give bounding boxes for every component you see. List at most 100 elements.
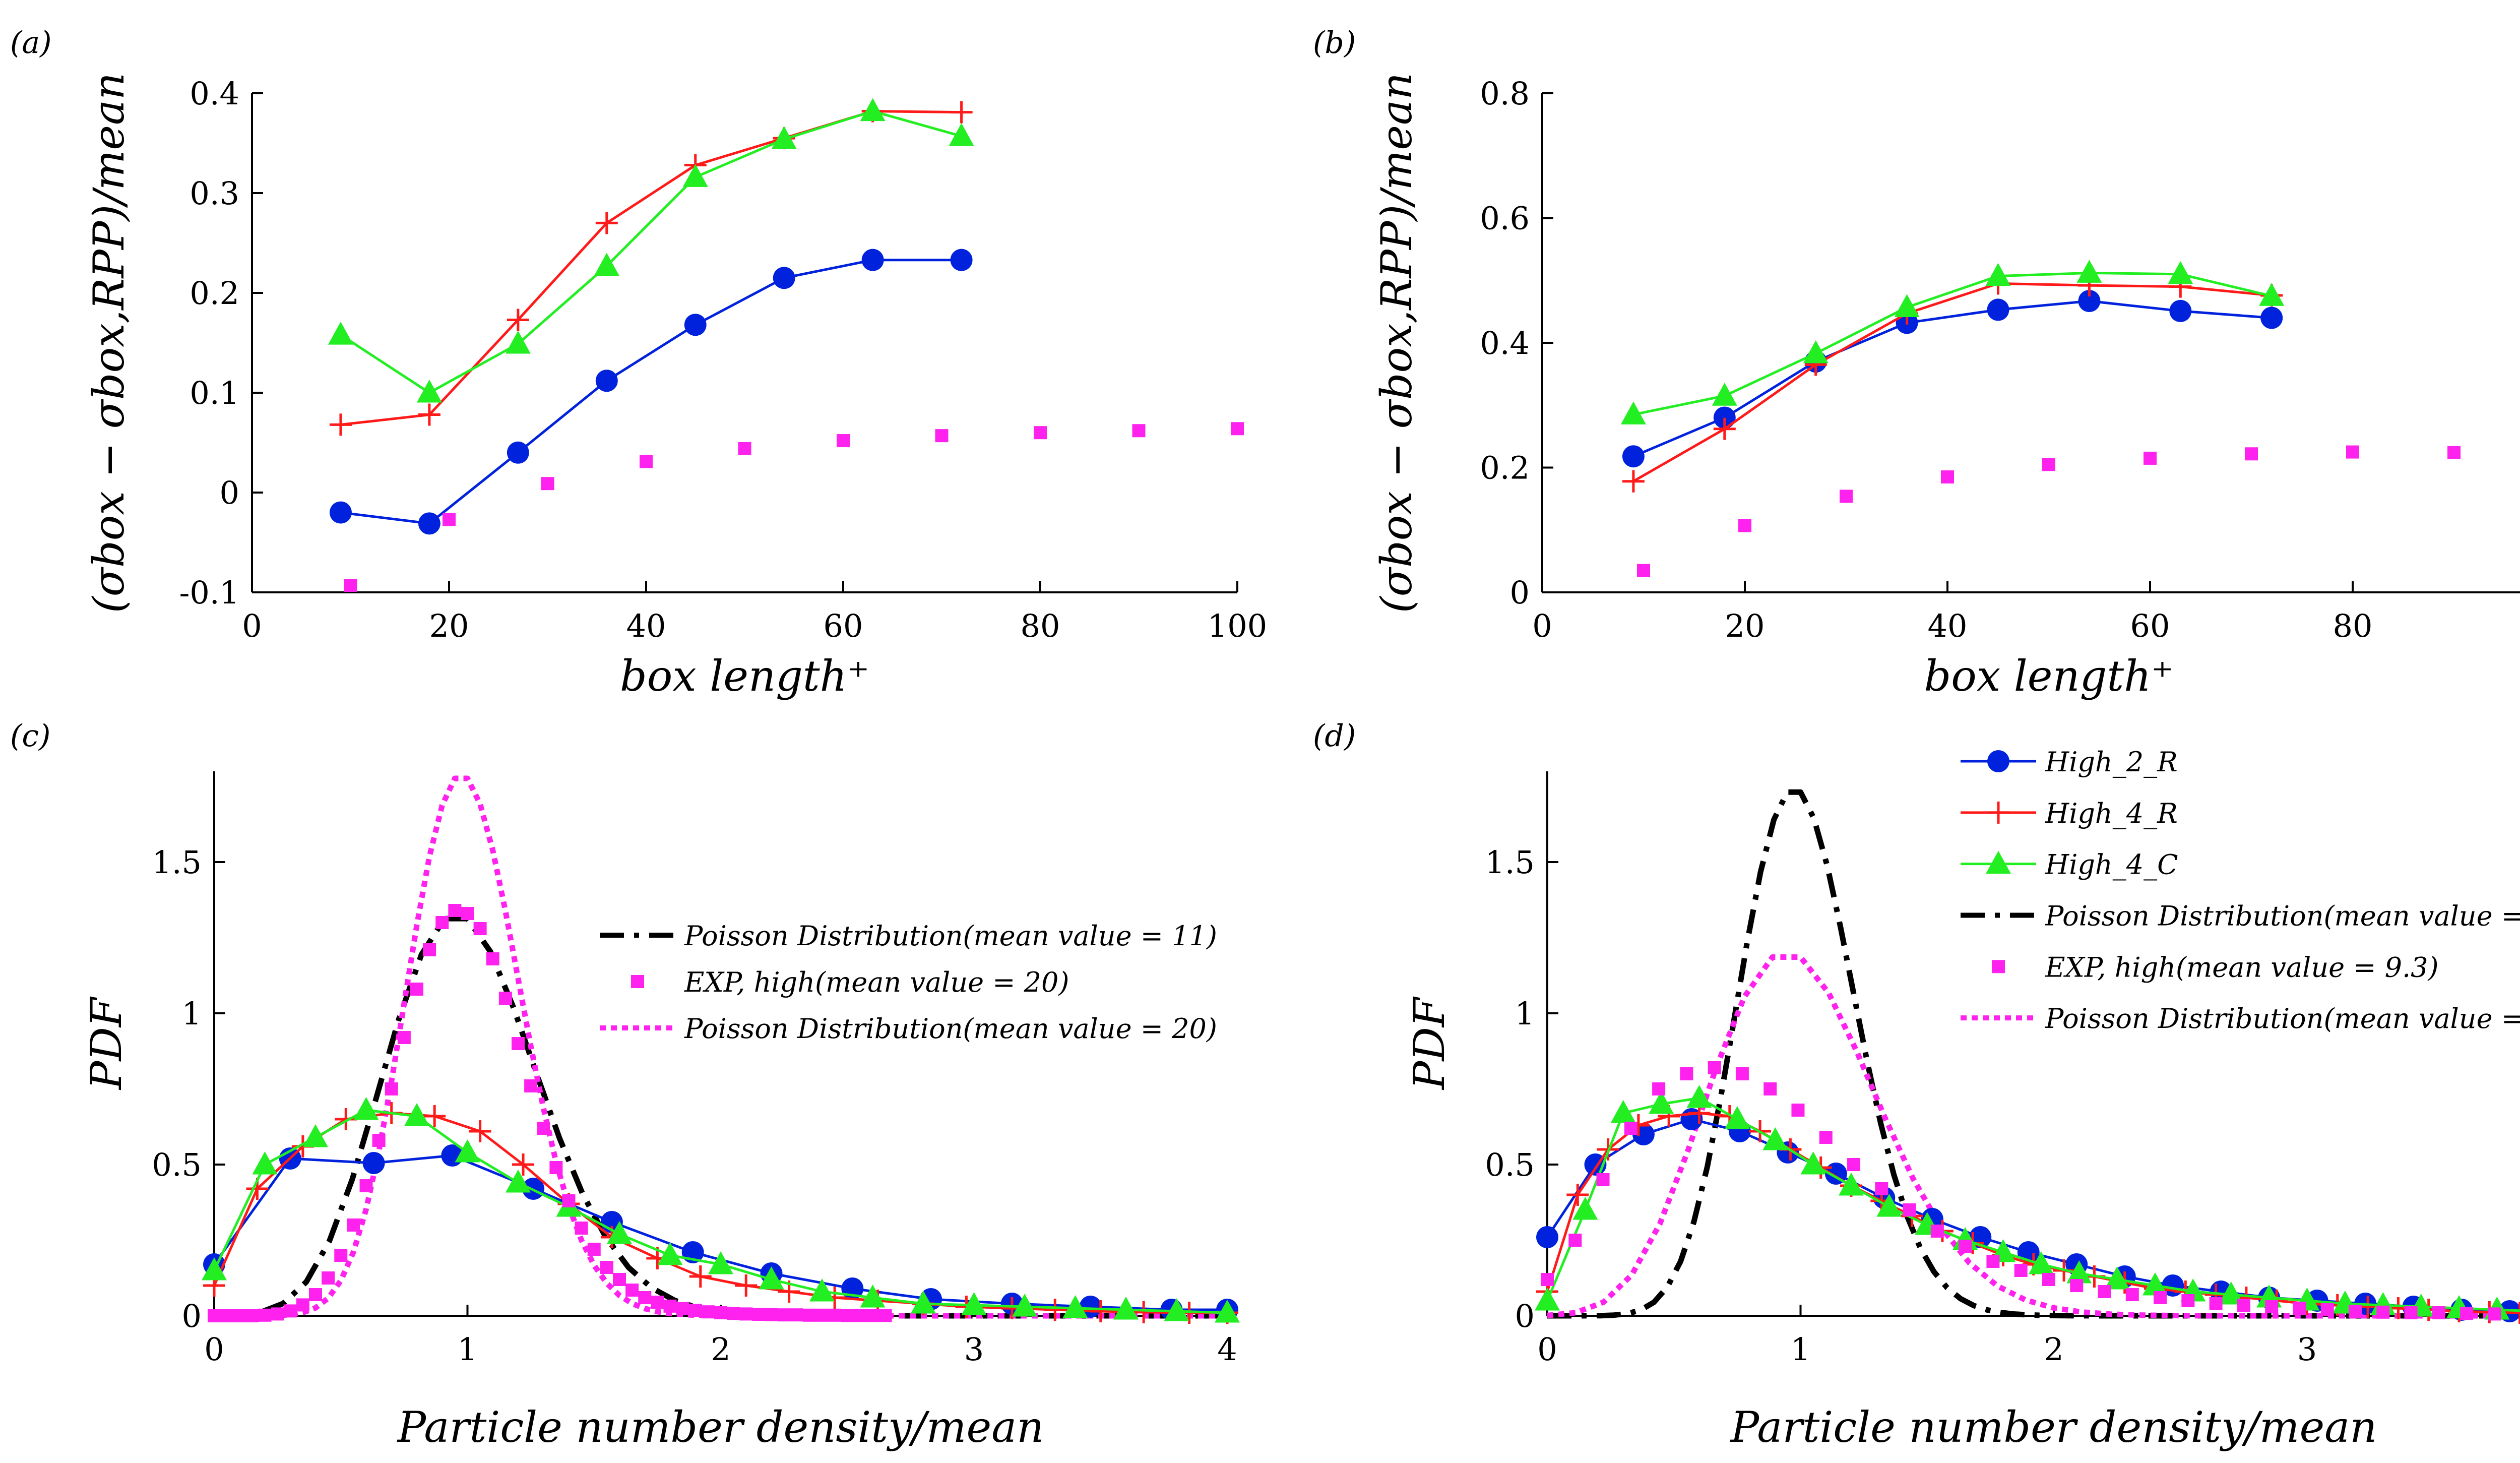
data-point-exp-high-mean-value-9-3 [1819,1131,1833,1144]
data-point-high-4-r [689,1265,712,1288]
data-point-high-4-c [1062,1295,1088,1318]
data-point-high-4-c [455,1139,480,1163]
data-point-high-2-r [950,249,973,271]
data-point-exp-high-mean-value-20 [828,1308,842,1322]
legend-entry: High_4_C [1961,849,2178,881]
data-point-exp-high-mean-value-20 [853,1309,867,1322]
legend-label: Poisson Distribution(mean value = 11) [684,920,1217,952]
data-point-high-4-c [1012,1294,1037,1317]
data-point-high-4-c [860,1285,886,1308]
y-tick-label: -0.1 [179,574,239,611]
data-point-high-4-c [1610,1100,1636,1123]
data-point-exp-high-mean-value-20 [701,1305,715,1319]
x-tick-label: 80 [2333,607,2373,644]
data-point-exp-high-mean-value-9-3 [1624,1122,1637,1135]
data-point-exp-high [2245,447,2258,461]
data-point-exp-high-mean-value-9-3 [1652,1082,1666,1095]
legend-label: EXP, high(mean value = 20) [684,966,1069,998]
data-point-exp-high-mean-value-9-3 [1596,1173,1610,1186]
legend: Poisson Distribution(mean value = 11) EXP… [600,920,1217,1045]
series-high-4-r [1536,1102,2520,1324]
data-point-high-4-r [512,1153,535,1176]
data-point-high-4-r [595,212,618,234]
data-point-high-4-c [1724,1106,1750,1129]
data-point-high-4-c [404,1103,429,1126]
data-point-exp-high [2144,451,2157,465]
data-point-high-4-c [2076,260,2102,283]
y-tick-label: 0 [1515,1298,1535,1334]
data-point-exp-high [738,442,751,455]
data-point-high-4-c [1620,401,1646,424]
series-exp-high [1637,445,2461,577]
data-point-high-4-c [1572,1197,1598,1220]
data-point-high-4-r [735,1274,758,1297]
x-tick-label: 4 [1217,1331,1237,1368]
data-point-high-4-c [2104,1266,2130,1290]
data-point-high-2-r [507,441,529,464]
data-point-exp-high-mean-value-20 [208,1309,221,1322]
data-point-exp-high-mean-value-9-3 [1791,1104,1805,1117]
data-point-exp-high-mean-value-20 [777,1308,791,1322]
y-axis-label: (σbox − σbox,RPP)/mean [84,73,134,613]
data-point-exp-high-mean-value-9-3 [1903,1203,1916,1216]
x-tick-label: 20 [1725,607,1765,644]
legend-sample-marker [1986,850,2011,874]
data-point-exp-high-mean-value-20 [334,1249,348,1262]
data-point-exp-high-mean-value-20 [271,1307,284,1321]
data-point-high-4-c [416,380,442,403]
x-axis-label: Particle number density/mean [1730,1403,2377,1452]
data-point-exp-high [344,579,357,592]
data-point-exp-high-mean-value-20 [676,1302,689,1315]
data-point-high-4-r [329,413,352,436]
data-point-exp-high-mean-value-20 [587,1243,601,1256]
data-point-exp-high-mean-value-20 [258,1308,272,1322]
data-point-exp-high-mean-value-20 [448,904,462,917]
series-high-2-r [1622,290,2283,468]
data-point-exp-high-mean-value-9-3 [2404,1306,2418,1319]
y-tick-label: 0 [220,474,239,511]
data-point-exp-high-mean-value-9-3 [2320,1303,2334,1316]
data-point-exp-high [541,477,554,491]
data-point-high-4-r [423,1105,446,1127]
data-point-exp-high-mean-value-9-3 [2070,1279,2084,1292]
data-point-exp-high-mean-value-20 [486,952,499,965]
data-point-high-4-c [594,253,619,276]
series-line-high-2-r [340,259,962,525]
y-tick-label: 0.6 [1480,200,1530,237]
data-point-exp-high [2042,458,2055,471]
data-point-exp-high-mean-value-9-3 [1875,1182,1888,1195]
data-point-exp-high-mean-value-9-3 [2154,1291,2167,1304]
series-high-2-r [329,249,973,535]
data-point-high-4-c [2028,1251,2054,1274]
legend-entry: Poisson Distribution(mean value = 19) [1961,900,2520,932]
data-point-exp-high [1637,564,1650,577]
data-point-exp-high-mean-value-20 [663,1299,677,1313]
data-point-high-4-c [1803,340,1829,363]
data-point-exp-high-mean-value-20 [714,1306,727,1319]
data-point-high-4-c [505,330,531,354]
data-point-exp-high-mean-value-9-3 [1763,1082,1777,1095]
data-point-high-4-c [303,1124,328,1147]
data-point-high-4-r [1089,1300,1112,1322]
data-point-high-4-c [682,164,708,187]
data-point-exp-high-mean-value-20 [575,1222,588,1235]
data-point-exp-high-mean-value-20 [410,983,423,996]
data-point-high-2-r [861,249,884,271]
data-point-exp-high-mean-value-9-3 [2348,1305,2362,1318]
data-point-exp-high [837,434,850,448]
data-point-high-4-c [202,1257,227,1281]
data-point-high-2-r [595,370,618,392]
data-point-exp-high [2447,446,2461,459]
data-point-exp-high [640,455,653,468]
legend-label: Poisson Distribution(mean value = 19) [2045,900,2520,932]
series-line-high-4-r [1632,282,2272,482]
data-point-exp-high-mean-value-20 [283,1304,297,1318]
x-tick-label: 40 [626,607,666,644]
data-point-high-2-r [1622,445,1645,468]
curve-poisson-distribution-mean-value-19 [1547,789,2520,1319]
data-point-exp-high-mean-value-20 [802,1308,816,1322]
data-point-exp-high-mean-value-20 [347,1218,360,1232]
y-tick-label: 0.2 [1480,450,1530,486]
